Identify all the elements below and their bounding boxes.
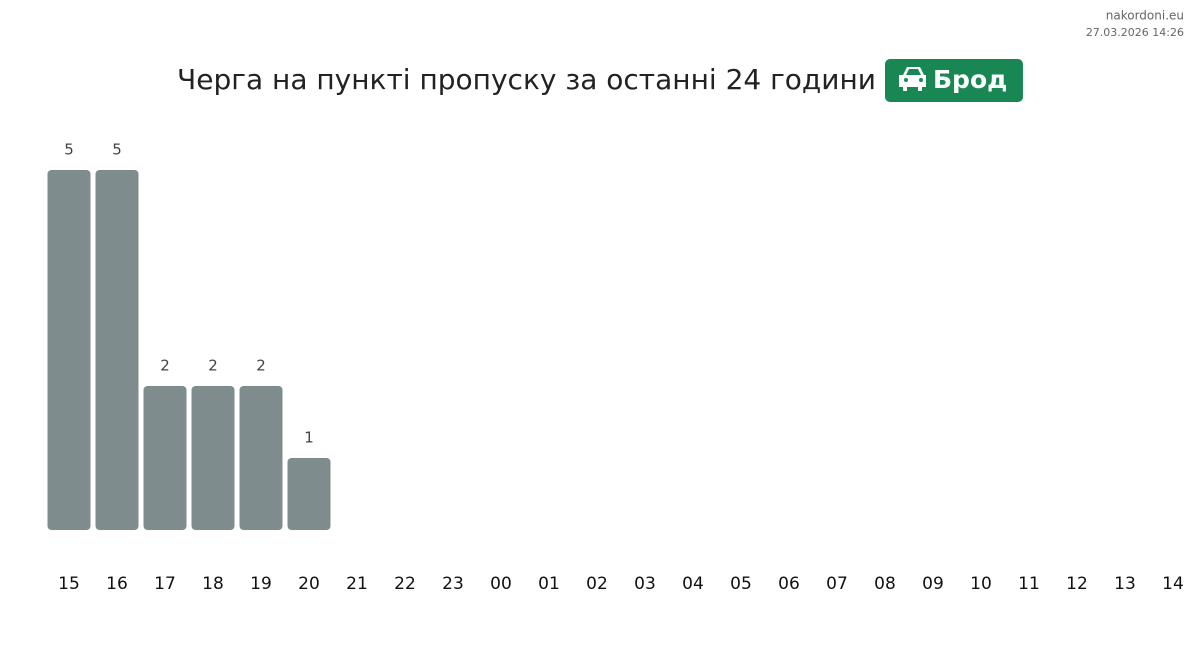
bar (287, 458, 331, 530)
x-tick-label: 20 (298, 574, 320, 594)
chart-title: Черга на пункті пропуску за останні 24 г… (177, 63, 876, 96)
x-tick-label: 17 (154, 574, 176, 594)
timestamp: 27.03.2026 14:26 (1086, 26, 1184, 39)
x-tick-label: 16 (106, 574, 128, 594)
x-tick-label: 00 (490, 574, 512, 594)
value-label: 5 (112, 141, 122, 159)
bar (191, 386, 235, 530)
x-tick-label: 14 (1162, 574, 1184, 594)
bar (239, 386, 283, 530)
x-tick-label: 18 (202, 574, 224, 594)
value-label: 2 (256, 357, 266, 375)
x-tick-label: 10 (970, 574, 992, 594)
value-label: 2 (160, 357, 170, 375)
x-tick-label: 07 (826, 574, 848, 594)
x-tick-label: 19 (250, 574, 272, 594)
x-tick-label: 03 (634, 574, 656, 594)
source: nakordoni.eu (1106, 9, 1184, 23)
bar (47, 170, 91, 530)
x-tick-label: 02 (586, 574, 608, 594)
x-tick-label: 22 (394, 574, 416, 594)
car-icon (899, 67, 926, 91)
x-tick-label: 13 (1114, 574, 1136, 594)
x-tick-label: 09 (922, 574, 944, 594)
value-label: 1 (304, 429, 314, 447)
x-tick-label: 08 (874, 574, 896, 594)
x-tick-label: 11 (1018, 574, 1040, 594)
value-label: 2 (208, 357, 218, 375)
x-tick-label: 06 (778, 574, 800, 594)
bar (95, 170, 139, 530)
bar (143, 386, 187, 530)
value-label: 5 (64, 141, 74, 159)
badge: Брод (885, 59, 1023, 102)
x-tick-label: 04 (682, 574, 704, 594)
x-tick-label: 15 (58, 574, 80, 594)
x-tick-label: 21 (346, 574, 368, 594)
x-tick-label: 23 (442, 574, 464, 594)
x-tick-label: 01 (538, 574, 560, 594)
x-tick-label: 12 (1066, 574, 1088, 594)
badge-label: Брод (933, 65, 1007, 94)
x-tick-label: 05 (730, 574, 752, 594)
